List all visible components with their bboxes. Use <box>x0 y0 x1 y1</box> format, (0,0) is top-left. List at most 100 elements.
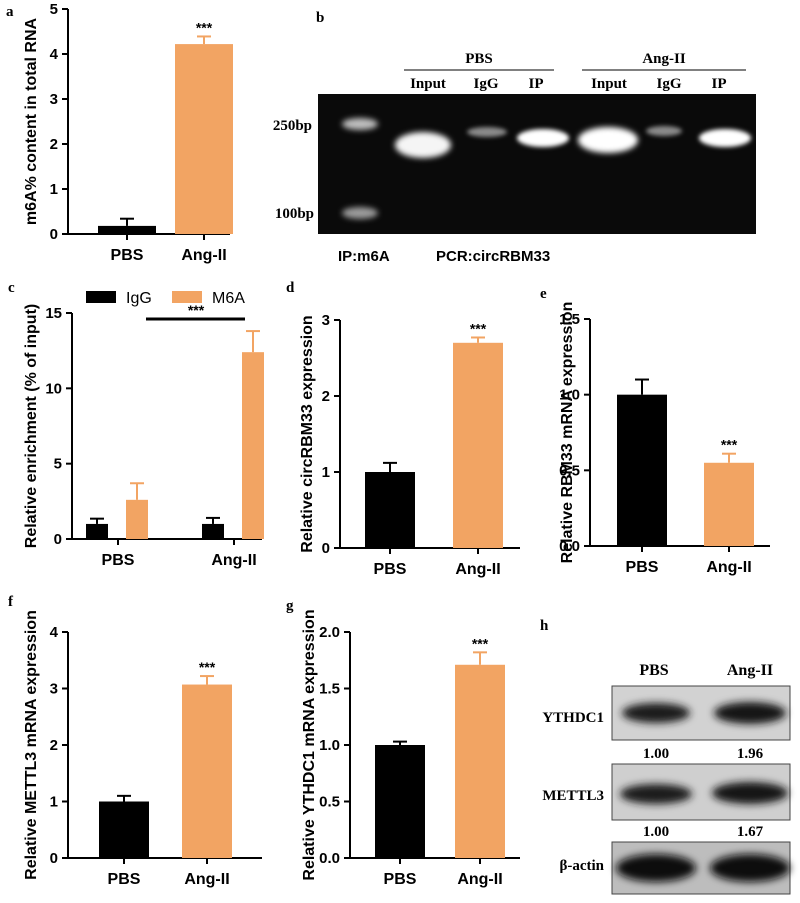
x-tick-label: Ang-II <box>211 552 256 569</box>
y-tick-label: 1.0 <box>319 737 340 754</box>
gel-lane-label: IP <box>529 76 544 92</box>
western-blot-panel: PBS Ang-II YTHDC1 1.00 1.96 METTL3 1.00 … <box>542 662 791 895</box>
y-tick-label: 10 <box>45 380 62 397</box>
wb-value: 1.96 <box>737 746 764 762</box>
gel-band-ip-angii <box>699 129 751 147</box>
gel-group-angii: Ang-II <box>642 51 686 67</box>
gel-marker-250bp: 250bp <box>273 118 312 134</box>
chart-relative-enrichment: 0 5 10 15 Relative enrichment (% of input) PB… <box>23 290 264 569</box>
wb-band <box>616 854 696 882</box>
bar <box>99 801 149 858</box>
y-tick-label: 2 <box>50 737 58 754</box>
x-tick-label: PBS <box>384 871 417 888</box>
x-tick-label: Ang-II <box>457 871 502 888</box>
y-tick-label: 5 <box>50 1 58 18</box>
y-tick-label: 0.5 <box>559 462 580 479</box>
y-axis-label: Relative METTL3 mRNA expression <box>23 610 40 880</box>
x-tick-label: Ang-II <box>184 871 229 888</box>
y-axis-label: m6A% content in total RNA <box>23 18 40 226</box>
gel-band-ip-pbs <box>517 129 569 147</box>
legend-label: M6A <box>212 290 245 307</box>
gel-band-ladder <box>342 118 378 130</box>
y-tick-label: 0.0 <box>319 850 340 867</box>
panel-label-d: d <box>286 280 295 296</box>
y-tick-label: 0 <box>322 540 330 557</box>
y-tick-label: 3 <box>322 312 330 329</box>
bar <box>375 745 425 858</box>
gel-lane-label: Input <box>410 76 446 92</box>
panel-label-b: b <box>316 10 324 26</box>
wb-column-pbs: PBS <box>639 662 668 679</box>
y-tick-label: 1 <box>50 794 58 811</box>
chart-circrbm33-expression: 0 1 2 3 Relative circRBM33 expression PBS Ang-… <box>299 312 520 578</box>
y-tick-label: 0 <box>54 531 62 548</box>
wb-label-beta-actin: β-actin <box>559 858 604 874</box>
wb-label-mettl3: METTL3 <box>542 788 604 804</box>
gel-pcr-label: PCR:circRBM33 <box>436 248 550 265</box>
y-tick-label: 1.5 <box>319 681 340 698</box>
wb-label-ythdc1: YTHDC1 <box>542 710 604 726</box>
gel-image <box>318 94 756 234</box>
bar <box>365 472 415 548</box>
panel-label-g: g <box>286 598 294 614</box>
x-tick-label: Ang-II <box>706 559 751 576</box>
bar <box>126 499 148 539</box>
bar <box>202 523 224 539</box>
y-tick-label: 0 <box>50 226 58 243</box>
y-tick-label: 2 <box>50 136 58 153</box>
y-tick-label: 0 <box>50 850 58 867</box>
y-tick-label: 4 <box>50 46 59 63</box>
gel-band-input-angii <box>578 127 638 153</box>
wb-column-angii: Ang-II <box>727 662 773 679</box>
gel-lane-label: IgG <box>656 76 681 92</box>
bar <box>86 523 108 539</box>
y-axis-label: Relative YTHDC1 mRNA expression <box>301 609 318 880</box>
y-tick-label: 5 <box>54 456 62 473</box>
bar <box>455 664 505 858</box>
significance-label: *** <box>721 437 738 453</box>
panel-label-f: f <box>8 594 14 610</box>
y-tick-label: 1 <box>322 464 330 481</box>
bar <box>704 462 754 546</box>
y-tick-label: 15 <box>45 305 62 322</box>
panel-label-a: a <box>6 4 14 20</box>
panel-label-h: h <box>540 618 549 634</box>
x-tick-label: PBS <box>374 561 407 578</box>
wb-value: 1.00 <box>643 824 669 840</box>
bar <box>617 394 667 546</box>
chart-m6a-content: 0 1 2 3 4 5 m6A% content in total RNA PBS Ang-II… <box>23 1 233 264</box>
wb-band <box>714 702 786 724</box>
x-tick-label: Ang-II <box>455 561 500 578</box>
bar <box>453 342 503 548</box>
legend-swatch <box>86 291 116 303</box>
x-tick-label: Ang-II <box>181 247 226 264</box>
panel-label-c: c <box>8 280 15 296</box>
y-tick-label: 1.0 <box>559 387 580 404</box>
y-tick-label: 2.0 <box>319 624 340 641</box>
y-tick-label: 3 <box>50 91 58 108</box>
y-tick-label: 1.5 <box>559 311 580 328</box>
gel-lane-label: Input <box>591 76 627 92</box>
gel-lane-label: IgG <box>473 76 498 92</box>
chart-mettl3-expression: 0 1 2 3 4 Relative METTL3 mRNA expression PBS A… <box>23 610 262 888</box>
gel-marker-100bp: 100bp <box>275 206 314 222</box>
gel-panel: PBS Ang-II Input IgG IP Input IgG IP 250… <box>273 51 756 265</box>
bar <box>98 225 156 234</box>
bar <box>242 352 264 539</box>
gel-lane-label: IP <box>712 76 727 92</box>
wb-value: 1.00 <box>643 746 669 762</box>
significance-label: *** <box>470 320 487 336</box>
gel-group-pbs: PBS <box>465 51 493 67</box>
gel-band-input-pbs <box>395 132 451 158</box>
x-tick-label: PBS <box>626 559 659 576</box>
gel-band-igg-angii <box>646 126 682 136</box>
legend-label: IgG <box>126 290 152 307</box>
y-tick-label: 0.5 <box>319 794 340 811</box>
x-tick-label: PBS <box>111 247 144 264</box>
y-tick-label: 2 <box>322 388 330 405</box>
x-tick-label: PBS <box>102 552 135 569</box>
wb-value: 1.67 <box>737 824 764 840</box>
